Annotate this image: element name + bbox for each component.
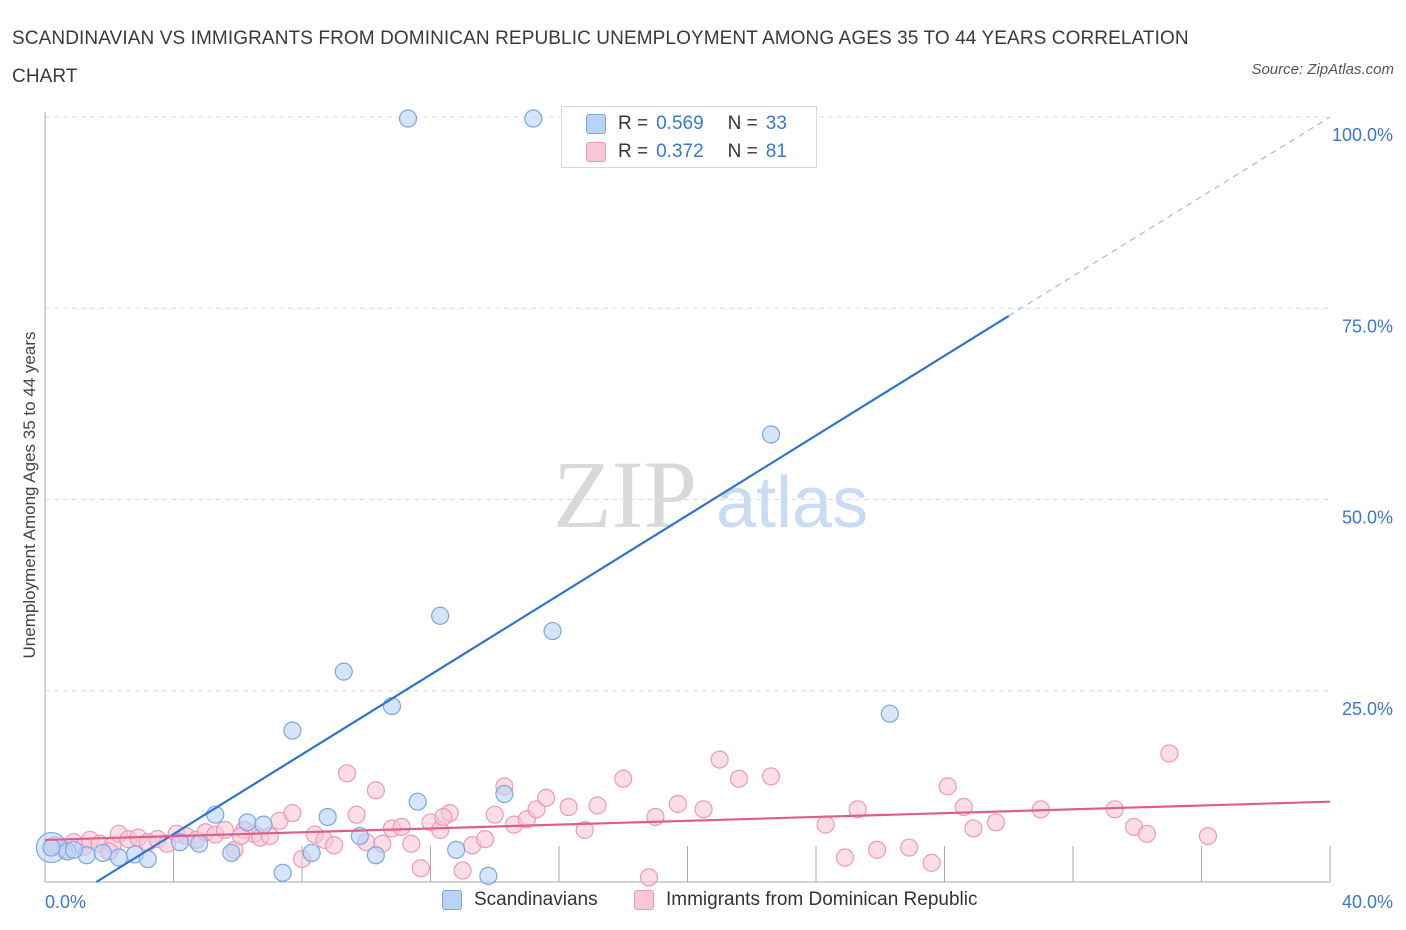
dominican-point <box>453 861 472 880</box>
scandinavian-point <box>431 606 450 625</box>
dominican-point <box>761 767 781 786</box>
dominican-point <box>867 840 887 859</box>
scandinavian-point <box>190 834 209 853</box>
dominican-point <box>900 838 919 857</box>
scandinavian-point <box>238 813 257 832</box>
scandinavian-point <box>366 846 385 865</box>
dominican-point <box>614 769 633 788</box>
dominican-point <box>347 805 366 824</box>
dominican-point <box>537 788 556 807</box>
scandinavian-point <box>64 840 84 859</box>
dominican-point <box>588 796 607 815</box>
scandinavian-point <box>408 792 427 811</box>
correlation-legend: R = 0.569 N = 33 R = 0.372 N = 81 <box>561 106 817 168</box>
scandinavian-point <box>302 843 321 863</box>
dominican-point <box>283 804 302 823</box>
dominican-point <box>954 797 973 817</box>
scandinavian-point <box>170 833 190 852</box>
dominican-point <box>848 800 867 819</box>
dominican-point <box>1198 826 1218 846</box>
bottom-legend: Scandinavians Immigrants from Dominican … <box>0 889 1406 915</box>
legend-n-label: N = <box>727 113 758 134</box>
scandinavian-point <box>93 843 112 863</box>
y-tick-label: 25.0% <box>1342 699 1393 719</box>
dominican-trend-line <box>44 800 1331 842</box>
legend-swatch-pink <box>586 142 606 162</box>
dominican-point <box>392 817 411 837</box>
scandinavian-point <box>761 425 781 444</box>
legend-n-value: 81 <box>765 141 787 162</box>
scandinavian-trend-line <box>95 314 1010 883</box>
dominican-point <box>986 813 1006 832</box>
dominican-point <box>1160 744 1179 763</box>
x-tick-label: 40.0% <box>1342 892 1393 912</box>
scandinavian-trend-extension <box>1008 116 1331 317</box>
scandinavian-point <box>273 863 292 882</box>
legend-r-value: 0.569 <box>656 113 704 134</box>
dominican-point <box>485 805 504 824</box>
bottom-legend-label: Immigrants from Dominican Republic <box>666 889 978 910</box>
legend-n-value: 33 <box>765 113 787 134</box>
dominican-point <box>835 848 855 867</box>
scandinavian-point <box>42 838 61 857</box>
bottom-legend-swatch-pink <box>634 890 654 910</box>
scandinavian-point <box>479 866 498 885</box>
chart-title: SCANDINAVIAN VS IMMIGRANTS FROM DOMINICA… <box>12 28 1189 87</box>
legend-r-label: R = <box>618 113 649 134</box>
x-tick-label: 0.0% <box>45 892 86 912</box>
dominican-point <box>402 834 421 853</box>
dominican-point <box>434 807 453 827</box>
legend-row-dominican: R = 0.372 N = 81 <box>586 139 787 165</box>
watermark-zip: ZIP <box>553 441 697 548</box>
legend-r-label: R = <box>618 141 649 162</box>
scandinavian-point <box>398 109 418 128</box>
scandinavian-point <box>495 784 514 804</box>
scandinavian-point <box>382 696 402 716</box>
y-tick-label: 75.0% <box>1342 316 1393 336</box>
dominican-point <box>816 815 835 834</box>
legend-n-label: N = <box>727 141 758 162</box>
bottom-legend-dominican: Immigrants from Dominican Republic <box>634 889 978 911</box>
dominican-point <box>694 800 713 819</box>
dominican-point <box>964 819 983 838</box>
dominican-point <box>639 868 659 887</box>
dominican-point <box>575 820 594 840</box>
scandinavian-point <box>222 843 241 863</box>
scandinavian-point <box>254 815 273 834</box>
bottom-legend-scandinavians: Scandinavians <box>442 889 598 911</box>
dominican-point <box>325 836 344 855</box>
dominican-point <box>668 794 687 814</box>
legend-row-scandinavians: R = 0.569 N = 33 <box>586 111 787 137</box>
scandinavian-point <box>318 807 337 827</box>
dominican-point <box>215 820 234 840</box>
y-tick-label: 50.0% <box>1342 508 1393 528</box>
dominican-point <box>922 853 941 872</box>
bottom-legend-label: Scandinavians <box>474 889 598 910</box>
scandinavian-point <box>880 704 899 723</box>
scandinavian-point <box>350 826 369 846</box>
scandinavian-point <box>543 621 562 641</box>
bottom-legend-swatch-blue <box>442 890 462 910</box>
y-tick-label: 100.0% <box>1332 125 1393 145</box>
dominican-point <box>366 781 385 800</box>
scandinavian-point <box>283 721 302 740</box>
dominican-point <box>337 764 357 783</box>
legend-r-value: 0.372 <box>656 141 704 162</box>
dominican-point <box>411 859 430 878</box>
scandinavian-point <box>524 109 543 128</box>
scandinavian-point <box>334 662 353 681</box>
dominican-point <box>710 750 729 769</box>
source-label: Source: ZipAtlas.com <box>1251 61 1394 78</box>
dominican-point <box>938 777 957 796</box>
dominican-point <box>729 769 749 788</box>
watermark-atlas: atlas <box>716 463 868 543</box>
scandinavian-point <box>447 840 466 859</box>
dominican-point <box>559 797 578 817</box>
dominican-point <box>1137 824 1156 843</box>
legend-swatch-blue <box>586 114 606 134</box>
dominican-point <box>476 830 495 849</box>
